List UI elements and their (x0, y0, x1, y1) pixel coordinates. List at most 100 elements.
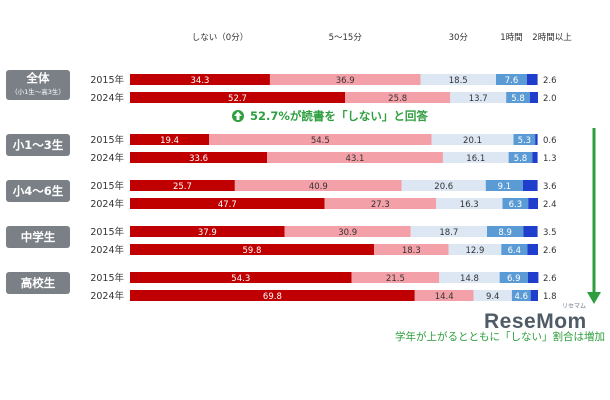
category-header-label: 1時間 (500, 33, 522, 43)
segment-value-label: 21.5 (386, 274, 405, 284)
bar-segment (324, 198, 436, 209)
bar-segment (431, 134, 514, 145)
segment-value-label: 33.6 (189, 154, 208, 164)
segment-value-label: 30.9 (338, 228, 357, 238)
segment-value-label: 8.9 (498, 228, 512, 238)
year-label: 2024年 (90, 92, 124, 104)
segment-value-label: 5.8 (511, 94, 525, 104)
year-label: 2024年 (90, 290, 124, 302)
bar-segment (209, 134, 432, 145)
segment-value-label: 3.6 (543, 182, 557, 192)
bar-segment (130, 74, 270, 85)
year-label: 2015年 (90, 74, 124, 86)
segment-value-label: 18.7 (439, 228, 458, 238)
category-header-label: 30分 (449, 33, 469, 43)
year-label: 2015年 (90, 134, 124, 146)
group-label: 小1〜3生 (12, 138, 64, 152)
year-label: 2015年 (90, 272, 124, 284)
year-label: 2024年 (90, 152, 124, 164)
category-header-label: しない（0分） (192, 32, 248, 43)
segment-value-label: 2.4 (543, 200, 557, 210)
segment-value-label: 5.3 (518, 136, 532, 146)
bar-segment (351, 272, 440, 283)
group-label: 全体 (26, 71, 50, 85)
bar-segment (130, 272, 352, 283)
group-label: 小4〜6生 (12, 184, 64, 198)
segment-value-label: 20.6 (434, 182, 453, 192)
segment-value-label: 18.3 (402, 246, 421, 256)
segment-value-label: 27.3 (371, 200, 390, 210)
up-arrow-icon (234, 111, 242, 120)
segment-value-label: 6.3 (509, 200, 523, 210)
segment-value-label: 54.3 (231, 274, 250, 284)
segment-value-label: 6.4 (508, 246, 522, 256)
bar-segment (234, 180, 402, 191)
bar-segment (522, 180, 538, 191)
group-label-box (6, 226, 70, 248)
segment-value-label: 16.1 (466, 154, 485, 164)
segment-value-label: 5.8 (514, 154, 528, 164)
bar-segment (532, 152, 538, 163)
bar-segment (130, 244, 374, 255)
bar-segment (511, 290, 531, 301)
bar-segment (420, 74, 496, 85)
bar-segment (442, 152, 509, 163)
segment-value-label: 1.3 (543, 154, 557, 164)
bar-segment (130, 92, 346, 103)
bar-segment (526, 74, 538, 85)
segment-value-label: 47.7 (218, 200, 237, 210)
segment-value-label: 59.8 (243, 246, 262, 256)
bar-segment (130, 152, 268, 163)
group-label-box (6, 180, 70, 202)
segment-value-label: 9.4 (486, 292, 500, 302)
bar-segment (269, 74, 421, 85)
bar-segment (473, 290, 512, 301)
bar-segment (502, 198, 529, 209)
bar-segment (414, 290, 474, 301)
bar-segment (130, 134, 210, 145)
bar-segment (501, 244, 528, 255)
segment-value-label: 25.8 (388, 94, 407, 104)
segment-value-label: 2.0 (543, 94, 557, 104)
segment-value-label: 13.7 (469, 94, 488, 104)
segment-value-label: 20.1 (463, 136, 482, 146)
trend-arrow-head (587, 292, 601, 304)
segment-value-label: 1.8 (543, 292, 557, 302)
segment-value-label: 69.8 (263, 292, 282, 302)
category-header-label: 5〜15分 (329, 33, 363, 43)
bar-segment (527, 244, 538, 255)
segment-value-label: 3.5 (543, 228, 557, 238)
category-header-label: 2時間以上 (532, 33, 572, 43)
bar-segment (528, 198, 538, 209)
segment-value-label: 6.9 (507, 274, 521, 284)
segment-value-label: 54.5 (311, 136, 330, 146)
bar-segment (513, 134, 536, 145)
segment-value-label: 52.7 (228, 94, 247, 104)
bar-segment (535, 134, 538, 145)
segment-value-label: 7.6 (505, 76, 519, 86)
group-label: 中学生 (21, 230, 56, 244)
bar-segment (527, 272, 539, 283)
segment-value-label: 43.1 (346, 154, 365, 164)
segment-value-label: 19.4 (160, 136, 179, 146)
segment-value-label: 36.9 (336, 76, 355, 86)
callout-text: 52.7%が読書を「しない」と回答 (250, 109, 428, 123)
bar-segment (450, 92, 507, 103)
bar-segment (487, 226, 524, 237)
year-label: 2015年 (90, 180, 124, 192)
segment-value-label: 9.1 (498, 182, 512, 192)
segment-value-label: 14.8 (460, 274, 479, 284)
bar-segment (410, 226, 487, 237)
bar-segment (508, 152, 533, 163)
segment-value-label: 34.3 (191, 76, 210, 86)
bar-segment (499, 272, 528, 283)
bar-segment (401, 180, 486, 191)
watermark-text: ReseMom (484, 310, 587, 333)
segment-value-label: 14.4 (435, 292, 454, 302)
segment-value-label: 18.5 (449, 76, 468, 86)
bar-segment (485, 180, 523, 191)
bar-segment (523, 226, 538, 237)
bar-segment (529, 92, 538, 103)
bar-segment (345, 92, 451, 103)
